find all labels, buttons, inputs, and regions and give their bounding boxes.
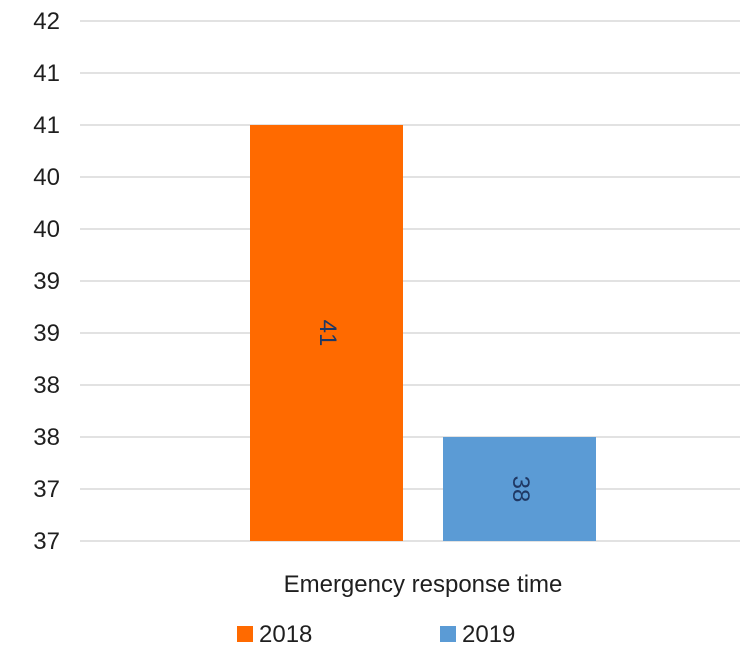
y-tick-label: 37 <box>33 528 60 555</box>
category-label: Emergency response time <box>284 571 563 598</box>
y-tick-label: 39 <box>33 268 60 295</box>
legend-swatch-2018 <box>237 626 253 642</box>
x-axis: Emergency response time <box>284 571 563 598</box>
bars <box>250 125 596 541</box>
y-tick-label: 38 <box>33 372 60 399</box>
data-labels: 41 38 <box>314 320 534 503</box>
y-tick-label: 39 <box>33 320 60 347</box>
y-tick-label: 38 <box>33 424 60 451</box>
y-tick-label: 37 <box>33 476 60 503</box>
y-tick-label: 42 <box>33 8 60 35</box>
data-label-2018: 41 <box>314 320 341 347</box>
grid <box>80 20 740 542</box>
legend-swatch-2019 <box>440 626 456 642</box>
y-axis: 37 37 38 38 39 39 40 40 41 41 42 <box>33 8 60 555</box>
y-tick-label: 40 <box>33 216 60 243</box>
legend-label-2018: 2018 <box>259 621 312 648</box>
bar-2018 <box>250 125 403 541</box>
bar-2019 <box>443 437 596 541</box>
y-tick-label: 41 <box>33 60 60 87</box>
data-label-2019: 38 <box>507 476 534 503</box>
legend: 2018 2019 <box>237 621 515 648</box>
y-tick-label: 41 <box>33 112 60 139</box>
y-tick-label: 40 <box>33 164 60 191</box>
legend-label-2019: 2019 <box>462 621 515 648</box>
